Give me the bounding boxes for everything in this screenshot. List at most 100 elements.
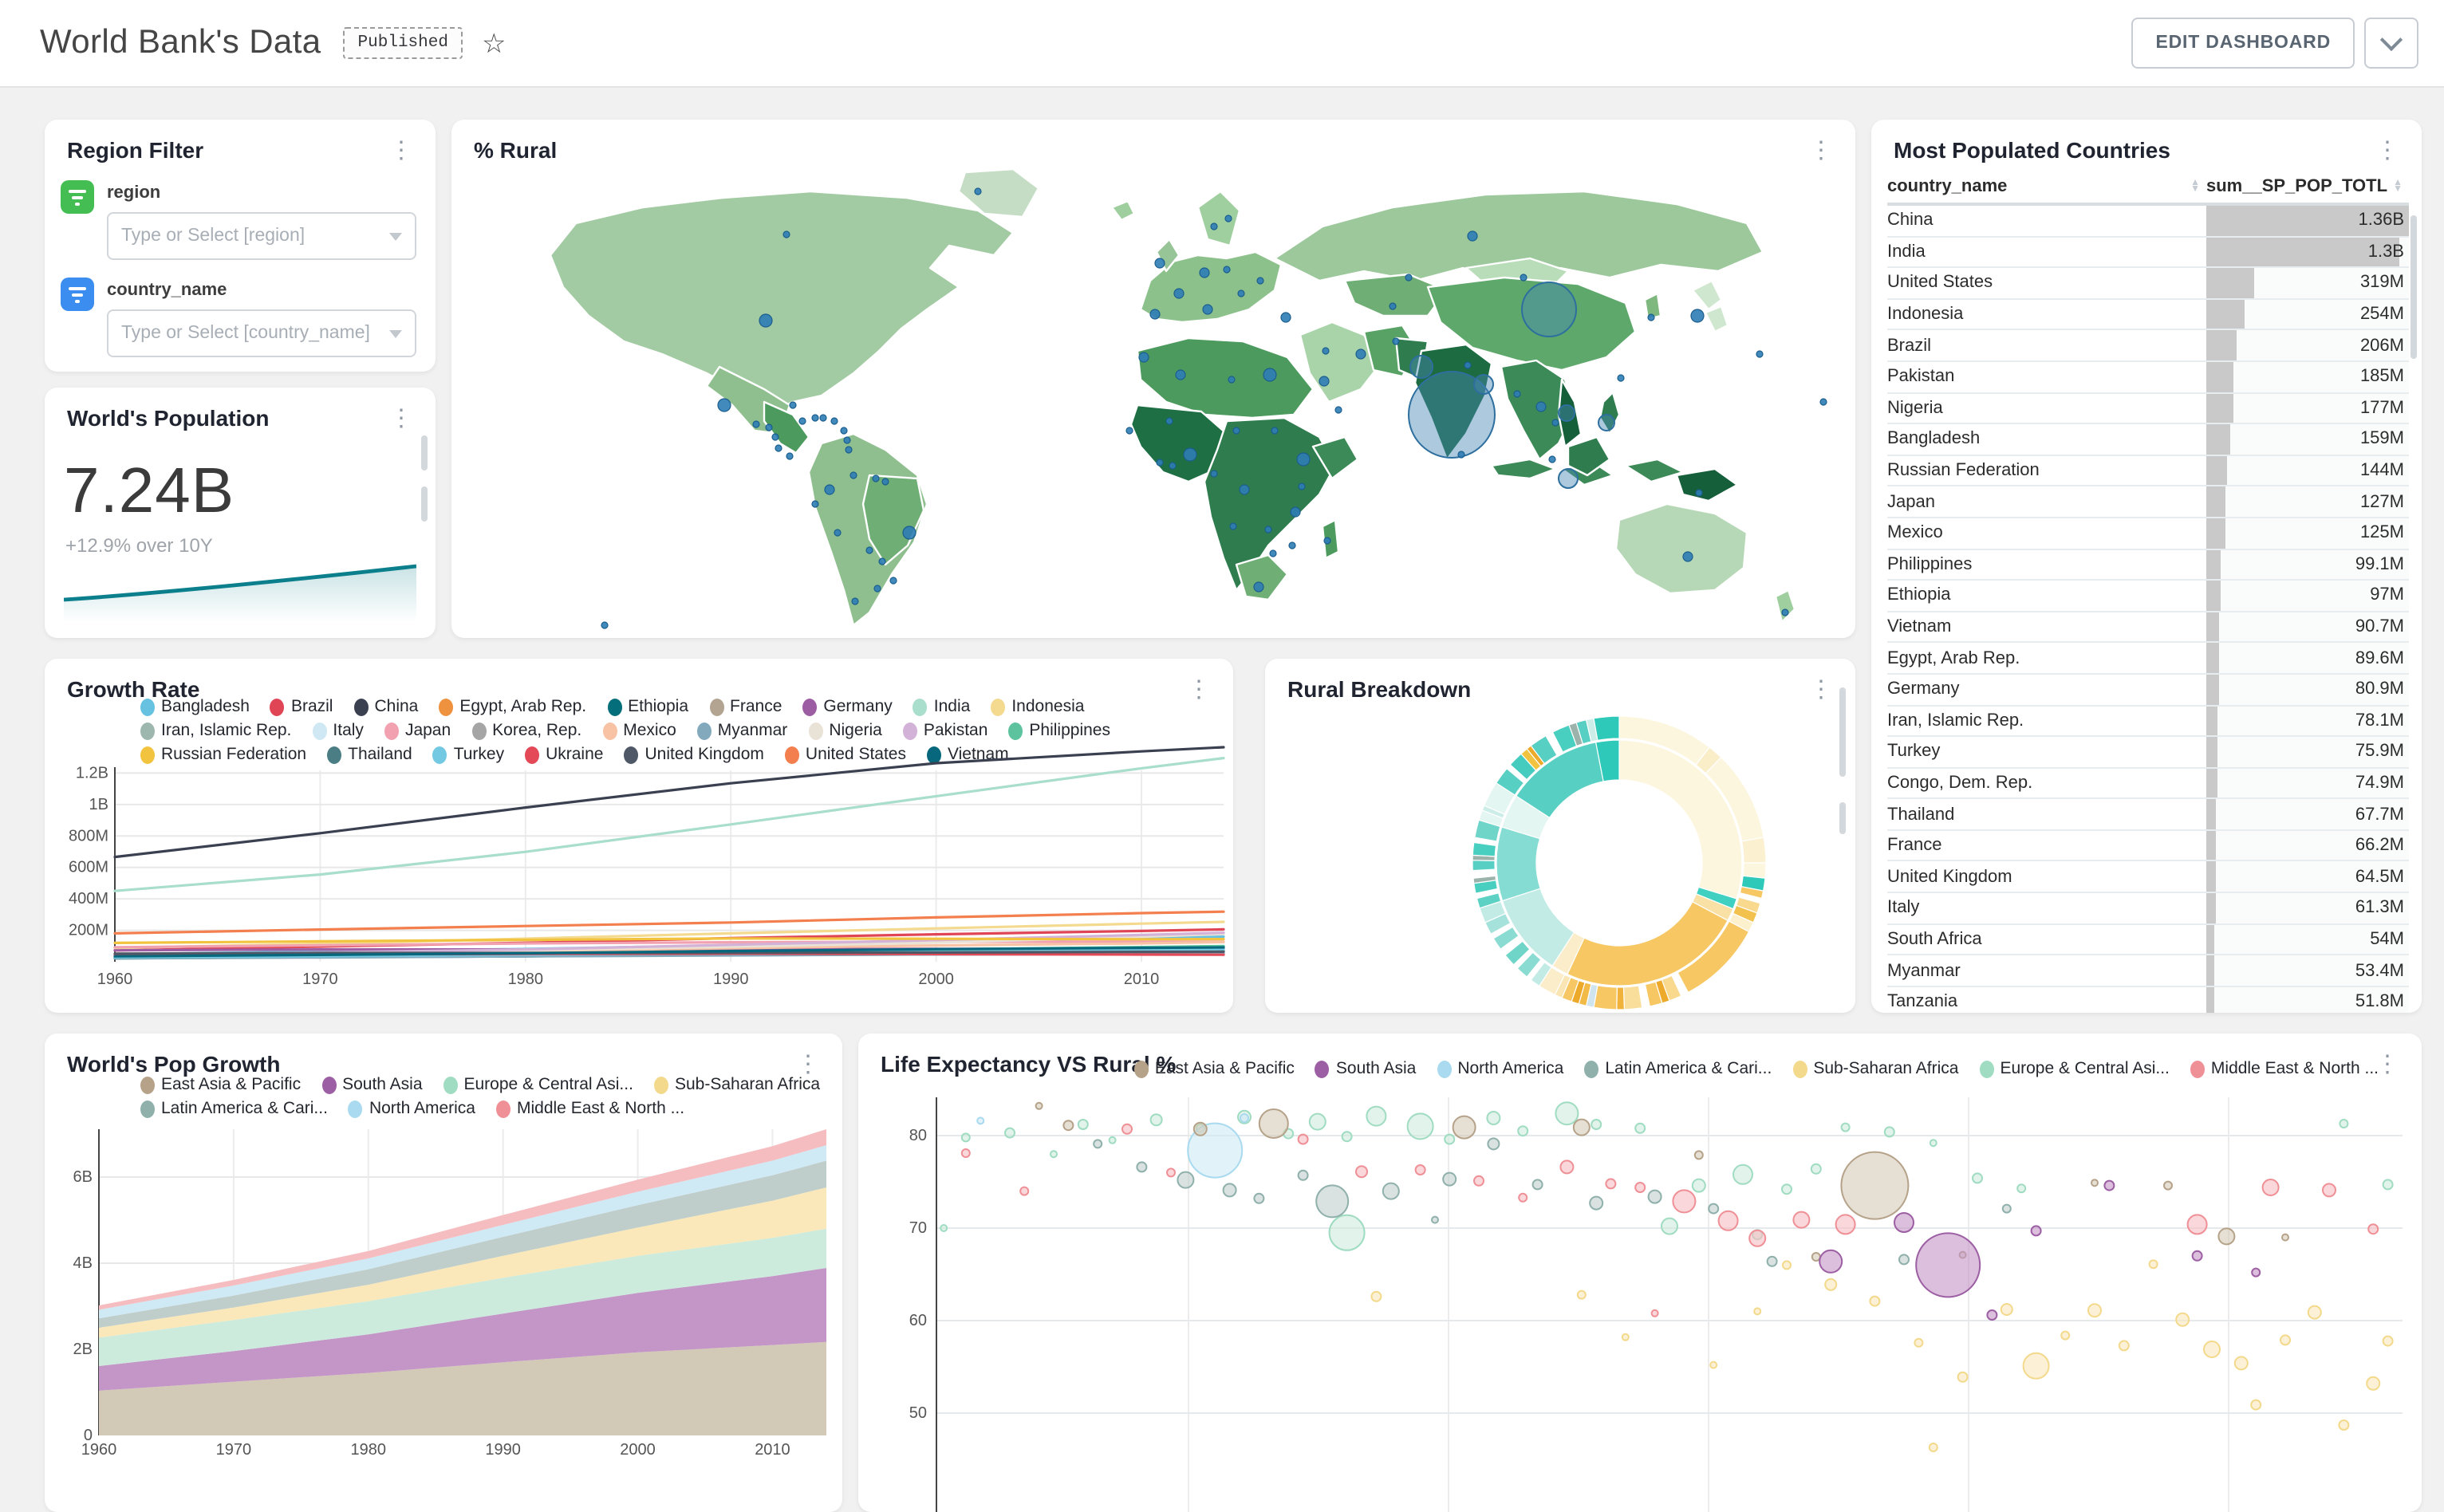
scatter-bubble[interactable] bbox=[1928, 1443, 1938, 1452]
scatter-bubble[interactable] bbox=[2001, 1203, 2012, 1214]
scatter-bubble[interactable] bbox=[1883, 1126, 1895, 1138]
scatter-bubble[interactable] bbox=[1555, 1101, 1579, 1126]
map-country-shape[interactable] bbox=[1691, 279, 1723, 311]
scatter-bubble[interactable] bbox=[2175, 1312, 2190, 1327]
map-dot[interactable] bbox=[873, 585, 881, 593]
map-country-shape[interactable] bbox=[861, 474, 925, 566]
scatter-bubble[interactable] bbox=[1782, 1260, 1792, 1270]
kebab-menu-icon[interactable]: ⋮ bbox=[1809, 137, 1833, 164]
legend-item[interactable]: Germany bbox=[802, 697, 893, 716]
scatter-bubble[interactable] bbox=[1444, 1133, 1456, 1145]
scatter-bubble[interactable] bbox=[2322, 1183, 2336, 1198]
legend-item[interactable]: Sub-Saharan Africa bbox=[1792, 1059, 1958, 1078]
kebab-menu-icon[interactable]: ⋮ bbox=[796, 1051, 820, 1078]
scatter-bubble[interactable] bbox=[1647, 1189, 1662, 1204]
area-band[interactable] bbox=[99, 1160, 826, 1328]
map-dot[interactable] bbox=[849, 471, 857, 479]
scatter-bubble[interactable] bbox=[1559, 1160, 1575, 1175]
map-dot[interactable] bbox=[1467, 230, 1478, 242]
map-country-shape[interactable] bbox=[549, 190, 1015, 416]
map-dot[interactable] bbox=[1269, 549, 1277, 557]
legend-item[interactable]: Korea, Rep. bbox=[471, 721, 581, 740]
map-dot[interactable] bbox=[1237, 289, 1245, 297]
scatter-bubble[interactable] bbox=[2382, 1335, 2394, 1347]
legend-item[interactable]: Middle East & North ... bbox=[496, 1099, 684, 1118]
map-dot[interactable] bbox=[1280, 312, 1291, 323]
map-population-bubble[interactable] bbox=[1558, 468, 1579, 489]
map-dot[interactable] bbox=[1290, 506, 1301, 518]
map-dot[interactable] bbox=[798, 417, 806, 425]
map-dot[interactable] bbox=[1263, 368, 1277, 382]
legend-item[interactable]: Italy bbox=[312, 721, 364, 740]
map-population-bubble[interactable] bbox=[1598, 414, 1615, 431]
line-series[interactable] bbox=[113, 950, 1225, 955]
scatter-bubble[interactable] bbox=[1050, 1150, 1058, 1159]
scatter-bubble[interactable] bbox=[1136, 1161, 1148, 1173]
scatter-bubble[interactable] bbox=[1442, 1171, 1457, 1187]
scatter-bubble[interactable] bbox=[1693, 1150, 1704, 1160]
area-band[interactable] bbox=[99, 1341, 826, 1435]
filter-select-region[interactable]: Type or Select [region] bbox=[107, 212, 416, 260]
scatter-bubble[interactable] bbox=[1370, 1290, 1382, 1302]
scatter-bubble[interactable] bbox=[1650, 1309, 1659, 1317]
scatter-bubble[interactable] bbox=[1811, 1252, 1821, 1262]
scatter-bubble[interactable] bbox=[2186, 1214, 2208, 1235]
map-dot[interactable] bbox=[1392, 337, 1400, 345]
area-band[interactable] bbox=[99, 1129, 826, 1310]
map-population-bubble[interactable] bbox=[1521, 282, 1577, 337]
map-dot[interactable] bbox=[1781, 608, 1789, 616]
scatter-bubble[interactable] bbox=[1166, 1167, 1176, 1178]
scatter-bubble[interactable] bbox=[1328, 1214, 1366, 1251]
scatter-bubble[interactable] bbox=[2281, 1233, 2289, 1242]
map-dot[interactable] bbox=[840, 427, 848, 435]
map-dot[interactable] bbox=[1183, 447, 1197, 462]
scatter-bubble[interactable] bbox=[2148, 1259, 2158, 1270]
kebab-menu-icon[interactable]: ⋮ bbox=[389, 405, 413, 432]
line-series[interactable] bbox=[113, 937, 1225, 944]
scatter-bubble[interactable] bbox=[1253, 1192, 1265, 1204]
map-dot[interactable] bbox=[759, 313, 773, 328]
map-dot[interactable] bbox=[782, 230, 790, 238]
legend-item[interactable]: Bangladesh bbox=[140, 697, 250, 716]
scatter-bubble[interactable] bbox=[1634, 1182, 1646, 1193]
scatter-bubble[interactable] bbox=[1355, 1165, 1368, 1179]
legend-item[interactable]: Thailand bbox=[327, 745, 412, 764]
scatter-bubble[interactable] bbox=[1914, 1337, 1924, 1348]
scatter-bubble[interactable] bbox=[1634, 1122, 1646, 1134]
map-dot[interactable] bbox=[752, 420, 760, 428]
sunburst-slice[interactable] bbox=[1740, 837, 1767, 864]
map-dot[interactable] bbox=[1548, 455, 1556, 463]
line-series[interactable] bbox=[113, 910, 1225, 935]
legend-item[interactable]: Myanmar bbox=[696, 721, 787, 740]
scatter-bubble[interactable] bbox=[2163, 1180, 2173, 1191]
line-series[interactable] bbox=[113, 946, 1225, 958]
map-dot[interactable] bbox=[789, 401, 797, 409]
scatter-bubble[interactable] bbox=[2251, 1267, 2261, 1278]
scatter-bubble[interactable] bbox=[2339, 1119, 2349, 1128]
kebab-menu-icon[interactable]: ⋮ bbox=[1809, 676, 1833, 703]
scatter-bubble[interactable] bbox=[1035, 1101, 1043, 1110]
map-dot[interactable] bbox=[811, 414, 819, 422]
scatter-bubble[interactable] bbox=[1691, 1178, 1706, 1193]
scatter-bubble[interactable] bbox=[2000, 1303, 2013, 1316]
map-dot[interactable] bbox=[1355, 348, 1366, 360]
map-country-shape[interactable] bbox=[763, 400, 810, 455]
scatter-bubble[interactable] bbox=[1576, 1290, 1587, 1300]
scatter-bubble[interactable] bbox=[2366, 1376, 2381, 1391]
map-dot[interactable] bbox=[601, 621, 609, 629]
scatter-bubble[interactable] bbox=[960, 1148, 971, 1158]
scatter-bubble[interactable] bbox=[2060, 1330, 2071, 1341]
scatter-bubble[interactable] bbox=[1894, 1212, 1914, 1233]
scatter-bubble[interactable] bbox=[1093, 1139, 1103, 1149]
scatter-bubble[interactable] bbox=[1382, 1182, 1400, 1200]
legend-item[interactable]: North America bbox=[1437, 1059, 1563, 1078]
legend-item[interactable]: United Kingdom bbox=[624, 745, 764, 764]
map-dot[interactable] bbox=[1756, 350, 1764, 358]
scatter-bubble[interactable] bbox=[1766, 1255, 1778, 1267]
legend-item[interactable]: Philippines bbox=[1008, 721, 1110, 740]
sunburst-slice[interactable] bbox=[1618, 739, 1743, 900]
kebab-menu-icon[interactable]: ⋮ bbox=[2375, 137, 2399, 164]
scatter-bubble[interactable] bbox=[1487, 1137, 1500, 1151]
map-dot[interactable] bbox=[1228, 376, 1236, 384]
legend-item[interactable]: Latin America & Cari... bbox=[140, 1099, 328, 1118]
